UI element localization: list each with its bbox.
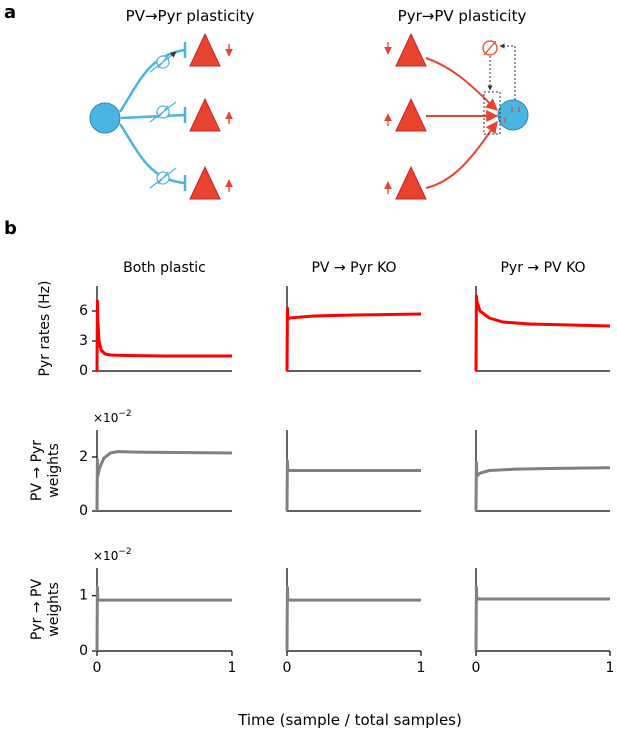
chart-title: Both plastic	[123, 260, 206, 276]
y-axis-label: PV → Pyr	[29, 440, 45, 501]
x-tick-label: 0	[93, 660, 102, 676]
y-tick-label: 1	[79, 588, 88, 604]
panel-label: a	[4, 2, 16, 23]
data-line	[474, 460, 611, 512]
diagram-title: Pyr→PV plasticity	[398, 7, 527, 25]
y-axis-label: Pyr rates (Hz)	[37, 281, 53, 377]
change-arrows	[225, 42, 392, 194]
data-line	[95, 585, 232, 652]
pyr-cells	[189, 32, 427, 200]
x-axis-label: Time (sample / total samples)	[237, 711, 462, 729]
chart-title: Pyr → PV KO	[500, 260, 585, 276]
axis-scale-exponent: −2	[118, 547, 131, 557]
axis-spine	[286, 286, 421, 372]
axis-spine	[475, 568, 610, 652]
y-tick-label: 0	[79, 503, 88, 519]
axis-spine	[475, 286, 610, 372]
y-tick-label: 0	[79, 363, 88, 379]
pv-pyr-diagram	[89, 42, 187, 191]
axis-scale: ×10−2	[93, 547, 132, 563]
x-tick-label: 1	[228, 660, 237, 676]
data-line	[95, 299, 232, 372]
panel-label: b	[4, 218, 17, 239]
axis-scale: ×10−2	[93, 409, 132, 425]
diagram-title: PV→Pyr plasticity	[126, 7, 255, 25]
y-tick-label: 6	[79, 303, 88, 319]
data-line	[474, 585, 610, 652]
pyr-pv-diagram	[425, 40, 529, 189]
y-tick-label: 0	[79, 643, 88, 659]
y-tick-label: 2	[79, 449, 88, 465]
y-axis-label: Pyr → PV	[29, 579, 45, 641]
data-line	[474, 294, 611, 372]
x-tick-label: 1	[606, 660, 615, 676]
axis-spine	[286, 568, 421, 652]
axis-spine	[96, 430, 232, 512]
data-line	[95, 450, 233, 512]
x-tick-label: 0	[283, 660, 292, 676]
axis-scale-base: ×10	[93, 549, 118, 563]
axis-scale-base: ×10	[93, 411, 118, 425]
data-line	[285, 585, 421, 652]
data-line	[285, 306, 422, 372]
axis-scale-exponent: −2	[118, 409, 131, 419]
data-line	[285, 459, 421, 512]
axis-spine	[96, 568, 232, 652]
y-axis-label: weights	[46, 443, 62, 498]
chart-title: PV → Pyr KO	[311, 260, 396, 276]
axis-spine	[96, 286, 232, 372]
x-tick-label: 1	[417, 660, 426, 676]
y-tick-label: 3	[79, 333, 88, 349]
y-axis-label: weights	[46, 582, 62, 637]
x-tick-label: 0	[472, 660, 481, 676]
